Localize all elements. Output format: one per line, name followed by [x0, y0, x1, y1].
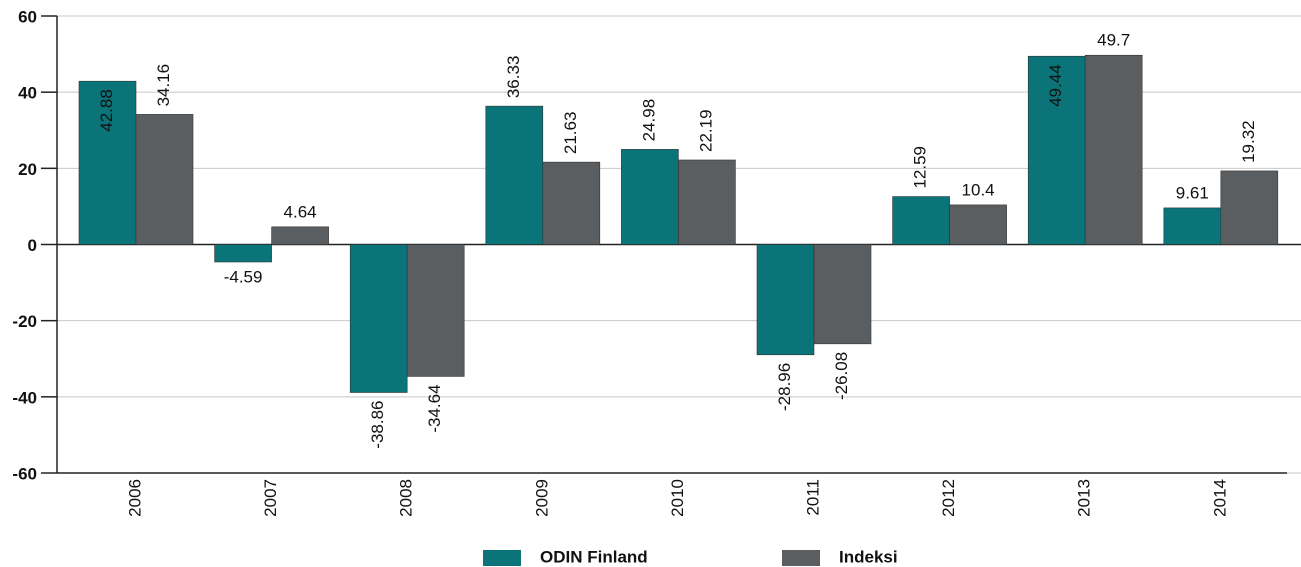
- bar: [756, 244, 815, 356]
- bar: [1220, 170, 1279, 245]
- x-tick-label: 2014: [1210, 479, 1229, 517]
- legend-swatch: [782, 550, 820, 566]
- bar: [542, 161, 601, 245]
- value-label: -38.86: [368, 400, 387, 448]
- value-label: 34.16: [154, 64, 173, 107]
- y-tick-label: 60: [18, 7, 37, 26]
- y-tick-label: 20: [18, 160, 37, 179]
- value-label: 24.98: [639, 99, 658, 142]
- value-label: 19.32: [1239, 120, 1258, 163]
- x-tick-label: 2012: [939, 479, 958, 517]
- bar: [621, 149, 679, 245]
- bar: [949, 204, 1007, 245]
- value-label: -26.08: [832, 352, 851, 400]
- x-tick-label: 2008: [397, 479, 416, 517]
- value-label: -4.59: [224, 267, 263, 286]
- bar: [406, 244, 465, 377]
- y-tick-label: -40: [12, 388, 37, 407]
- value-label: 22.19: [696, 109, 715, 152]
- x-tick-label: 2010: [668, 479, 687, 517]
- value-label: 36.33: [504, 56, 523, 99]
- legend-swatch: [483, 550, 521, 566]
- bar: [1163, 207, 1222, 245]
- x-tick-label: 2011: [803, 479, 822, 516]
- x-tick-label: 2009: [532, 479, 551, 517]
- bar: [271, 226, 329, 245]
- x-tick-label: 2006: [125, 479, 144, 517]
- value-label: -34.64: [425, 384, 444, 432]
- value-label: -28.96: [775, 363, 794, 411]
- bar: [214, 244, 272, 263]
- bar: [892, 196, 950, 245]
- bar: [1084, 54, 1143, 245]
- bar: [135, 114, 194, 245]
- y-tick-label: -60: [12, 464, 37, 483]
- bar: [1027, 55, 1086, 245]
- y-tick-label: 0: [28, 236, 37, 255]
- value-label: 42.88: [97, 89, 116, 132]
- bar: [78, 80, 137, 245]
- value-label: 9.61: [1176, 183, 1209, 202]
- bar: [678, 159, 736, 245]
- x-tick-label: 2013: [1075, 479, 1094, 517]
- value-label: 12.59: [911, 146, 930, 189]
- legend-label: Indeksi: [839, 547, 898, 566]
- bar: [349, 244, 408, 393]
- legend-label: ODIN Finland: [540, 547, 648, 566]
- x-tick-label: 2007: [261, 479, 280, 517]
- bar: [813, 244, 872, 345]
- value-label: 10.4: [962, 180, 995, 199]
- value-label: 4.64: [284, 202, 317, 221]
- value-label: 21.63: [561, 112, 580, 155]
- value-label: 49.44: [1046, 64, 1065, 107]
- y-tick-label: -20: [12, 312, 37, 331]
- y-tick-label: 40: [18, 84, 37, 103]
- value-label: 49.7: [1097, 31, 1130, 50]
- bar: [485, 105, 544, 245]
